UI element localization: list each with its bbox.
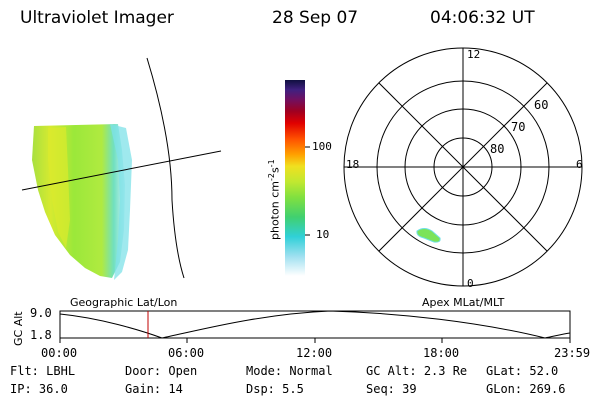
altitude-curve	[59, 310, 571, 339]
status-gain-label: Gain:	[125, 382, 162, 396]
graticule-meridian	[146, 57, 185, 279]
status-seq-label: Seq:	[366, 382, 395, 396]
altitude-ylabel: GC Alt	[12, 311, 25, 346]
status-glon: GLon: 269.6	[486, 382, 565, 396]
polar-lat-70: 70	[511, 120, 526, 134]
colorbar-unit-exp1: -2	[267, 173, 276, 182]
app-title: Ultraviolet Imager	[20, 8, 174, 28]
date-label: 28 Sep 07	[272, 8, 359, 28]
status-ip: IP: 36.0	[10, 382, 68, 396]
status-gain-value: 14	[168, 382, 183, 396]
altitude-plot	[59, 310, 571, 343]
altitude-xtick-1800: 18:00	[423, 346, 460, 360]
status-ip-value: 36.0	[38, 382, 68, 396]
colorbar	[285, 80, 305, 276]
status-door-label: Door:	[125, 364, 162, 378]
altitude-ytick-min: 1.8	[30, 328, 52, 342]
colorbar-tick-100: 100	[312, 140, 332, 153]
status-dsp-value: 5.5	[282, 382, 304, 396]
altitude-ytick-max: 9.0	[30, 306, 52, 320]
status-seq: Seq: 39	[366, 382, 417, 396]
status-glon-value: 269.6	[529, 382, 566, 396]
colorbar-unit-label: photon cm-2s-1	[267, 159, 282, 240]
altitude-xticks	[59, 338, 571, 343]
altitude-xtick-2359: 23:59	[554, 346, 591, 360]
status-seq-value: 39	[402, 382, 417, 396]
altitude-xtick-1200: 12:00	[296, 346, 333, 360]
colorbar-tick-10: 10	[316, 228, 330, 241]
status-glon-label: GLon:	[486, 382, 523, 396]
status-filter-label: Flt:	[10, 364, 39, 378]
auroral-image-region	[32, 124, 125, 278]
status-gc-alt-value: 2.3 Re	[423, 364, 468, 378]
geographic-image	[21, 57, 222, 280]
colorbar-unit-exp2: -1	[267, 159, 276, 168]
colorbar-unit-text: photon cm	[268, 181, 282, 240]
status-glat-label: GLat:	[486, 364, 523, 378]
status-gc-alt: GC Alt: 2.3 Re	[366, 364, 467, 378]
polar-aurora-patch	[416, 228, 441, 243]
status-dsp: Dsp: 5.5	[246, 382, 304, 396]
auroral-cyan-edge	[110, 124, 132, 280]
polar-hour-0: 0	[467, 277, 474, 290]
polar-lat-60: 60	[534, 98, 549, 112]
graticule-parallel	[21, 150, 222, 191]
polar-hour-18: 18	[346, 158, 360, 171]
time-label: 04:06:32 UT	[430, 8, 535, 28]
colorbar-unit-s: s	[268, 167, 282, 174]
polar-plot	[343, 47, 583, 287]
status-glat: GLat: 52.0	[486, 364, 558, 378]
status-mode-label: Mode:	[246, 364, 283, 378]
status-gain: Gain: 14	[125, 382, 183, 396]
status-door-value: Open	[168, 364, 198, 378]
apex-panel-label: Apex MLat/MLT	[422, 296, 505, 309]
status-dsp-label: Dsp:	[246, 382, 275, 396]
status-door: Door: Open	[125, 364, 197, 378]
geographic-panel-label: Geographic Lat/Lon	[70, 296, 178, 309]
status-filter-value: LBHL	[46, 364, 76, 378]
status-gc-alt-label: GC Alt:	[366, 364, 417, 378]
polar-hour-12: 12	[467, 48, 481, 61]
status-filter: Flt: LBHL	[10, 364, 75, 378]
colorbar-ticks	[305, 146, 310, 236]
status-glat-value: 52.0	[529, 364, 559, 378]
status-mode-value: Normal	[289, 364, 333, 378]
auroral-yellow-band	[48, 127, 70, 248]
status-mode: Mode: Normal	[246, 364, 333, 378]
status-ip-label: IP:	[10, 382, 32, 396]
polar-lat-80: 80	[490, 142, 505, 156]
altitude-xtick-0600: 06:00	[168, 346, 205, 360]
altitude-xtick-0000: 00:00	[41, 346, 78, 360]
polar-hour-6: 6	[576, 158, 583, 171]
